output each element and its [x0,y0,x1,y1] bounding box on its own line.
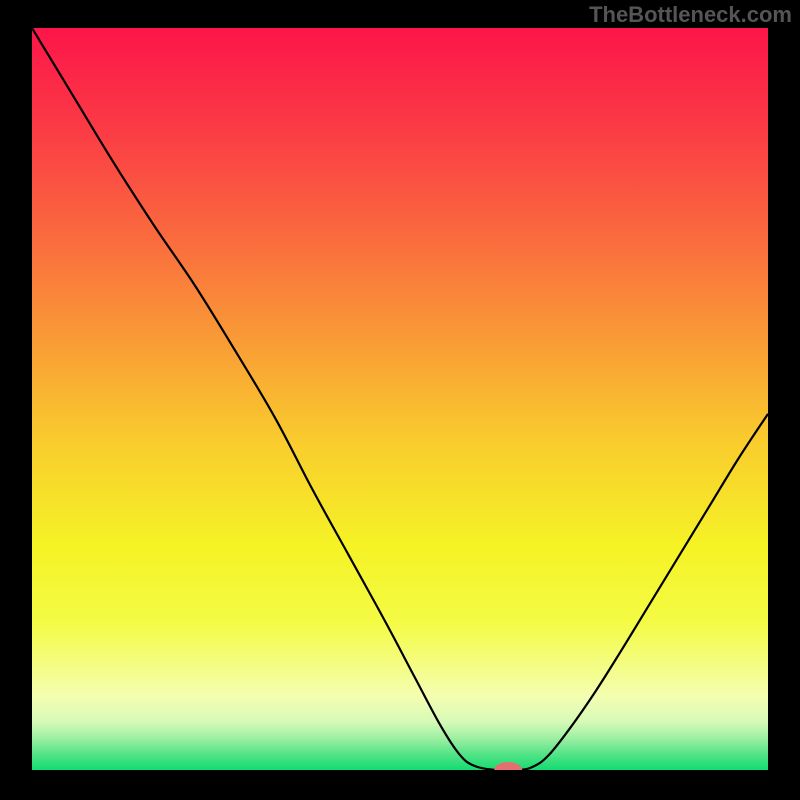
chart-container: TheBottleneck.com [0,0,800,800]
bottleneck-chart [0,0,800,800]
watermark-text: TheBottleneck.com [589,2,792,28]
plot-background [32,28,768,770]
